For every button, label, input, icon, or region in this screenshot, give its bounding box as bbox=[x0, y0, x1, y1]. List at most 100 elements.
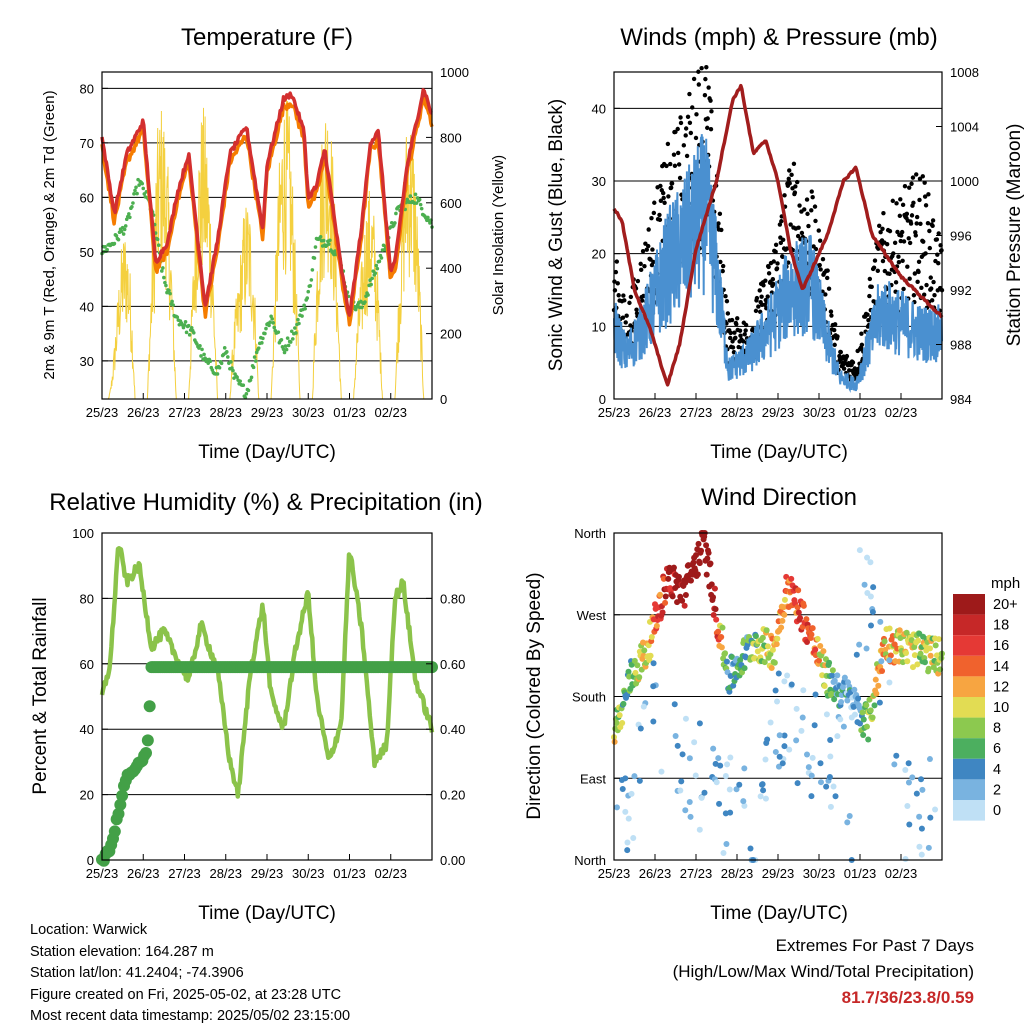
direction-point bbox=[742, 654, 749, 661]
direction-point bbox=[762, 795, 769, 802]
dewpoint-point bbox=[256, 346, 261, 350]
gust-point bbox=[771, 281, 776, 287]
gust-point bbox=[810, 194, 815, 200]
dewpoint-point bbox=[284, 347, 289, 352]
dewpoint-point bbox=[389, 220, 394, 225]
dewpoint-point bbox=[290, 337, 295, 341]
dewpoint-point bbox=[393, 221, 397, 225]
direction-point bbox=[781, 611, 788, 618]
gust-point bbox=[890, 198, 895, 204]
gust-point bbox=[850, 360, 856, 365]
gust-point bbox=[793, 184, 798, 189]
direction-point bbox=[781, 596, 788, 603]
direction-point bbox=[886, 625, 893, 632]
legend-swatch bbox=[953, 738, 985, 759]
gust-point bbox=[892, 240, 898, 245]
direction-point bbox=[794, 604, 801, 611]
dewpoint-point bbox=[270, 317, 274, 321]
rh-y2-ytick-label: 0.80 bbox=[440, 591, 465, 606]
gust-point bbox=[628, 294, 634, 300]
temp-ytick-label: 40 bbox=[80, 299, 94, 314]
direction-point bbox=[675, 573, 682, 580]
gust-point bbox=[915, 279, 920, 285]
direction-point bbox=[823, 711, 830, 718]
direction-point bbox=[844, 819, 851, 826]
direction-point bbox=[913, 790, 920, 797]
temp-xtick-label: 27/23 bbox=[168, 405, 201, 420]
rh-y2-ytick-label: 0.00 bbox=[440, 853, 465, 868]
direction-point bbox=[909, 664, 916, 671]
dewpoint-point bbox=[379, 256, 384, 260]
gust-point bbox=[646, 227, 651, 232]
direction-point bbox=[816, 657, 822, 664]
dewpoint-point bbox=[199, 354, 203, 358]
gust-point bbox=[809, 208, 814, 213]
gust-point bbox=[638, 267, 644, 273]
direction-point bbox=[628, 790, 635, 797]
dewpoint-point bbox=[286, 343, 291, 348]
direction-point bbox=[828, 690, 835, 697]
direction-point bbox=[698, 547, 705, 554]
gust-point bbox=[869, 284, 874, 290]
gust-point bbox=[623, 320, 628, 325]
rainfall-point bbox=[116, 789, 129, 802]
direction-point bbox=[698, 794, 705, 801]
dewpoint-point bbox=[130, 204, 134, 209]
direction-point bbox=[722, 650, 729, 657]
gust-point bbox=[775, 261, 780, 266]
direction-point bbox=[902, 856, 909, 863]
dewpoint-point bbox=[121, 232, 126, 236]
direction-point bbox=[625, 815, 632, 822]
direction-point bbox=[713, 779, 720, 786]
gust-point bbox=[880, 258, 886, 264]
dewpoint-point bbox=[297, 321, 301, 326]
dir-ytick-label: North bbox=[574, 853, 606, 868]
gust-point bbox=[650, 247, 655, 252]
direction-point bbox=[690, 559, 697, 566]
dewpoint-point bbox=[288, 340, 293, 344]
gust-point bbox=[859, 342, 865, 347]
gust-point bbox=[622, 298, 627, 303]
direction-point bbox=[878, 658, 885, 665]
direction-point bbox=[817, 760, 824, 767]
dewpoint-point bbox=[244, 392, 249, 396]
humidity-panel: 25/23 26/23 27/23 28/23 29/23 30/23 01/23 02/23… bbox=[72, 526, 465, 881]
gust-point bbox=[916, 259, 922, 265]
gust-point bbox=[866, 317, 871, 323]
gust-point bbox=[691, 76, 697, 82]
temp-y2-ytick-label: 200 bbox=[440, 327, 462, 342]
dewpoint-point bbox=[426, 215, 430, 220]
direction-point bbox=[821, 682, 828, 689]
rh-ytick-label: 60 bbox=[80, 657, 94, 672]
gust-point bbox=[690, 105, 695, 110]
direction-point bbox=[869, 608, 876, 615]
dewpoint-point bbox=[198, 343, 202, 348]
direction-point bbox=[909, 774, 916, 781]
gust-point bbox=[719, 227, 724, 233]
gust-point bbox=[908, 221, 914, 226]
gust-point bbox=[644, 247, 649, 252]
gust-point bbox=[914, 221, 919, 226]
wind-ytick-label: 40 bbox=[592, 101, 606, 116]
dewpoint-point bbox=[374, 263, 379, 268]
dewpoint-point bbox=[414, 201, 419, 205]
dewpoint-point bbox=[312, 256, 317, 260]
gust-point bbox=[932, 292, 937, 298]
direction-point bbox=[863, 723, 870, 730]
dewpoint-point bbox=[123, 224, 128, 228]
dir-ytick-label: East bbox=[580, 771, 606, 786]
direction-point bbox=[658, 768, 665, 775]
gust-point bbox=[705, 116, 710, 121]
direction-point bbox=[905, 779, 912, 786]
dir-xtick-label: 01/23 bbox=[844, 866, 877, 881]
dewpoint-point bbox=[114, 233, 119, 238]
gust-point bbox=[779, 219, 784, 224]
direction-point bbox=[831, 696, 838, 703]
temp-y2-ytick-label: 1000 bbox=[440, 65, 469, 80]
legend-label: 8 bbox=[993, 721, 1001, 737]
direction-point bbox=[927, 645, 934, 652]
direction-point bbox=[834, 672, 841, 679]
gust-point bbox=[671, 152, 677, 157]
direction-point bbox=[853, 651, 860, 658]
direction-point bbox=[775, 670, 782, 677]
